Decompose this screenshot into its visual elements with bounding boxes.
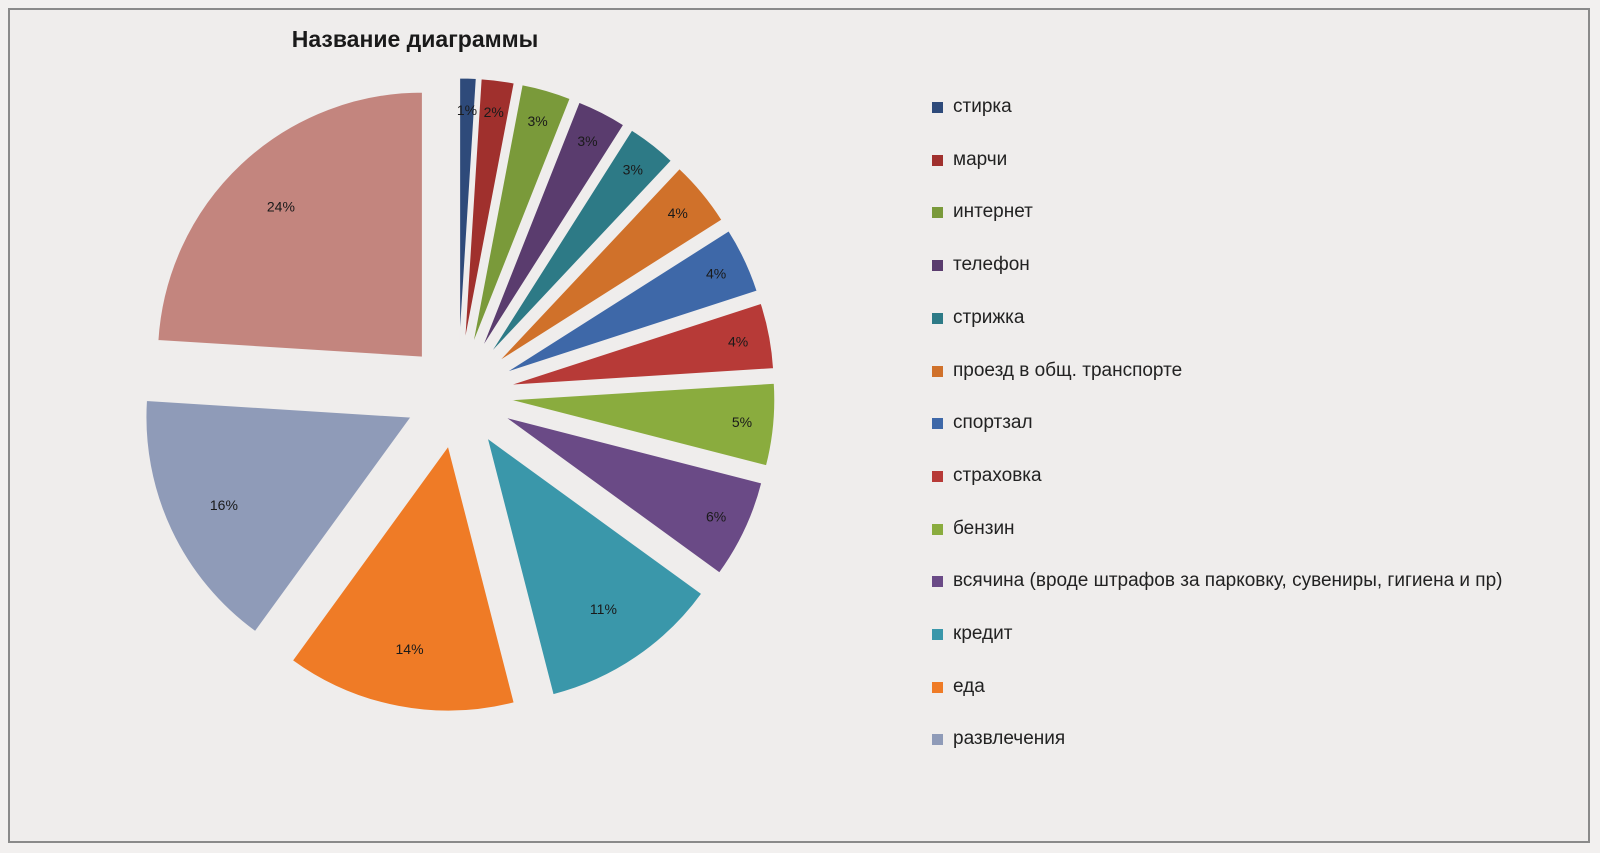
legend-label: стирка bbox=[953, 96, 1012, 117]
pie-slice-9 bbox=[509, 382, 776, 467]
pie-slice-1-label: 1% bbox=[457, 102, 477, 118]
legend-item: интернет bbox=[932, 199, 1552, 225]
legend-swatch bbox=[932, 312, 943, 324]
pie-slice-6 bbox=[497, 167, 723, 363]
pie-slice-3 bbox=[472, 84, 571, 346]
legend-swatch bbox=[932, 629, 943, 640]
legend-swatch bbox=[932, 154, 943, 166]
pie-slice-2 bbox=[464, 78, 515, 344]
pie-slice-13-label: 16% bbox=[210, 497, 238, 513]
legend-swatch bbox=[932, 260, 943, 272]
pie-slice-2-label: 2% bbox=[484, 104, 504, 120]
legend-label: спортзал bbox=[953, 412, 1033, 434]
pie-slice-10 bbox=[504, 416, 763, 574]
legend-swatch bbox=[932, 523, 943, 535]
pie-slice-7 bbox=[504, 230, 758, 374]
legend-label: всячина (вроде штрафов за парковку, суве… bbox=[953, 570, 1503, 592]
legend-swatch bbox=[932, 418, 943, 430]
legend-label: бензин bbox=[953, 517, 1015, 539]
legend-label: еда bbox=[953, 675, 985, 697]
legend-swatch bbox=[932, 207, 943, 219]
legend-item: стрижка bbox=[932, 305, 1552, 331]
chart-title: Название диаграммы bbox=[291, 26, 539, 52]
pie-slice-5-label: 3% bbox=[623, 162, 643, 178]
legend-label: телефон bbox=[953, 254, 1030, 276]
pie-slice-12-label: 14% bbox=[396, 641, 424, 657]
legend-item: бензин bbox=[932, 516, 1552, 542]
legend-item: стирка bbox=[932, 94, 1552, 120]
legend-label: стрижка bbox=[953, 306, 1025, 328]
legend-item: развлечения bbox=[932, 726, 1552, 752]
legend-label: марчи bbox=[953, 148, 1008, 170]
legend-item: марчи bbox=[932, 147, 1552, 173]
legend-item: страховка bbox=[932, 463, 1552, 489]
pie-slice-3-label: 3% bbox=[527, 113, 547, 129]
pie-slice-8-label: 4% bbox=[728, 334, 748, 350]
pie-slice-4-label: 3% bbox=[577, 133, 597, 149]
legend-swatch bbox=[932, 681, 943, 693]
legend-item: еда bbox=[932, 674, 1552, 700]
legend-item: проезд в общ. транспорте bbox=[932, 358, 1552, 384]
legend-swatch bbox=[932, 576, 943, 588]
pie-slice-10-label: 6% bbox=[706, 508, 726, 524]
legend-label: интернет bbox=[953, 201, 1033, 223]
legend-swatch bbox=[932, 470, 943, 482]
legend-item: кредит bbox=[932, 621, 1552, 647]
legend-swatch bbox=[932, 734, 943, 746]
pie-slice-14-label: 24% bbox=[267, 198, 295, 214]
legend-label: кредит bbox=[953, 623, 1013, 644]
pie-slice-11-label: 11% bbox=[590, 601, 617, 617]
pie-slice-13 bbox=[145, 399, 412, 633]
pie-slice-9-label: 5% bbox=[732, 414, 752, 430]
legend-label: проезд в общ. транспорте bbox=[953, 359, 1183, 381]
legend-swatch bbox=[932, 365, 943, 377]
pie-slice-8 bbox=[508, 302, 775, 386]
legend-swatch bbox=[932, 102, 943, 113]
pie-slice-4 bbox=[481, 101, 625, 349]
pie-slice-12 bbox=[291, 444, 515, 712]
pie-slice-14 bbox=[157, 91, 423, 358]
pie-slice-11 bbox=[486, 436, 703, 696]
pie-slice-6-label: 4% bbox=[668, 205, 688, 221]
legend-label: страховка bbox=[953, 464, 1042, 486]
legend-item: всячина (вроде штрафов за парковку, суве… bbox=[932, 568, 1552, 594]
legend-item: спортзал bbox=[932, 410, 1552, 436]
pie-slice-7-label: 4% bbox=[706, 266, 726, 282]
pie-slice-1 bbox=[459, 77, 477, 344]
legend-label: развлечения bbox=[953, 728, 1066, 750]
pie-slice-5 bbox=[489, 129, 672, 355]
legend-item: телефон bbox=[932, 252, 1552, 278]
